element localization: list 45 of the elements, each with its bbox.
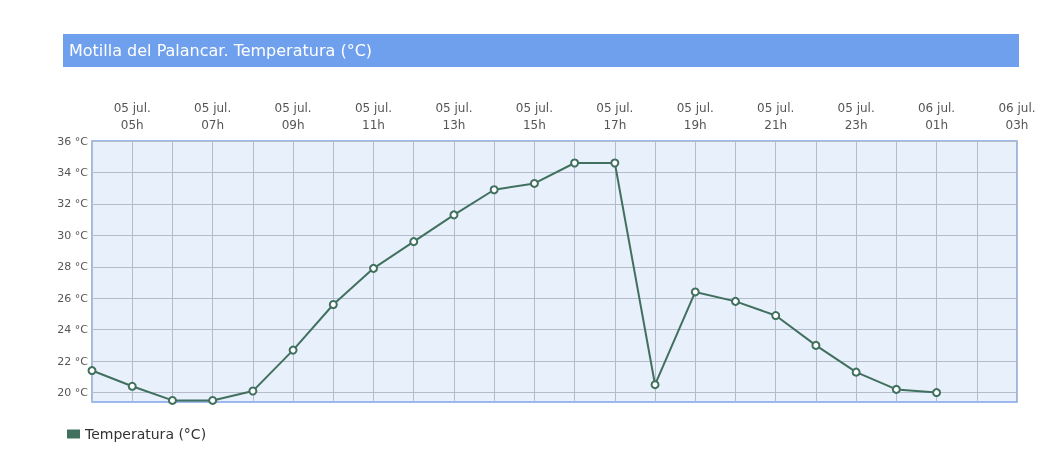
- point: [409, 237, 419, 247]
- x-tick-label: 05 jul. 09h: [274, 100, 312, 132]
- x-tick-label: 05 jul. 15h: [515, 100, 553, 132]
- y-tick-label: 20 °C: [57, 386, 89, 400]
- point: [610, 158, 620, 168]
- x-tick-label: 05 jul. 21h: [757, 100, 795, 132]
- point: [570, 158, 580, 168]
- point: [891, 384, 901, 394]
- point: [87, 366, 97, 376]
- point: [932, 388, 942, 398]
- point: [489, 185, 499, 195]
- x-tick-label: 05 jul. 11h: [354, 100, 393, 132]
- x-tick-label: 05 jul. 19h: [676, 100, 714, 132]
- y-tick-label: 24 °C: [57, 323, 89, 337]
- y-tick-label: 34 °C: [57, 165, 89, 179]
- x-tick-label: 05 jul. 07h: [194, 100, 232, 132]
- y-tick-label: 36 °C: [57, 134, 89, 148]
- point: [167, 395, 177, 405]
- x-tick-label: 05 jul. 13h: [435, 100, 473, 132]
- point: [730, 296, 740, 306]
- point: [650, 380, 660, 390]
- point: [248, 386, 258, 396]
- y-tick-label: 26 °C: [57, 291, 89, 305]
- y-tick-label: 22 °C: [57, 354, 89, 368]
- y-tick-label: 28 °C: [57, 260, 89, 274]
- point: [811, 340, 821, 350]
- x-tick-label: 05 jul. 17h: [596, 100, 634, 132]
- x-tick-label: 05 jul. 05h: [113, 100, 151, 132]
- point: [771, 311, 781, 321]
- point: [690, 287, 700, 297]
- point: [529, 178, 539, 188]
- x-tick-label: 06 jul. 01h: [917, 100, 956, 132]
- legend-label: Temperatura (°C): [84, 426, 207, 442]
- x-tick-label: 06 jul. 03h: [998, 100, 1036, 132]
- y-tick-label: 30 °C: [57, 228, 89, 242]
- point: [449, 210, 459, 220]
- point: [369, 263, 379, 273]
- chart-title: Motilla del Palancar. Temperatura (°C): [63, 34, 1019, 67]
- point: [208, 395, 218, 405]
- x-tick-label: 05 jul. 23h: [837, 100, 875, 132]
- point: [328, 300, 338, 310]
- point: [851, 367, 861, 377]
- y-tick-label: 32 °C: [57, 197, 89, 211]
- point: [288, 345, 298, 355]
- point: [127, 381, 137, 391]
